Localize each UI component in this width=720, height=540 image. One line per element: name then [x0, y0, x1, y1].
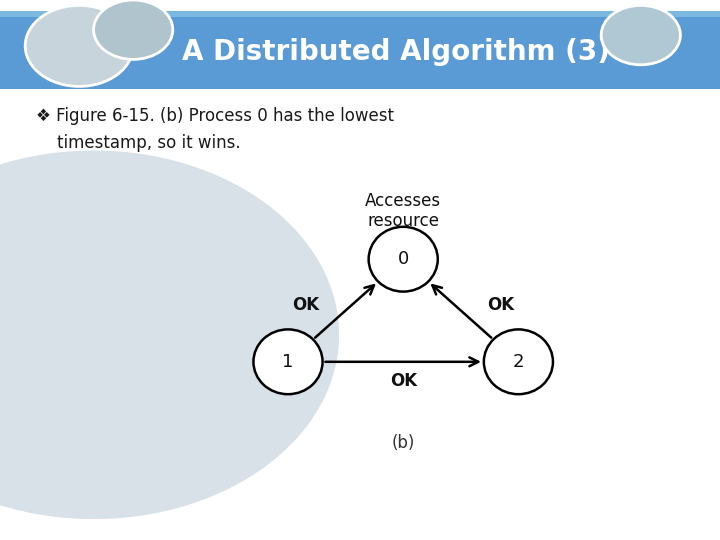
Circle shape: [25, 5, 133, 86]
Text: 1: 1: [282, 353, 294, 371]
FancyBboxPatch shape: [0, 11, 720, 17]
Text: OK: OK: [292, 296, 320, 314]
Text: (b): (b): [392, 434, 415, 452]
Circle shape: [94, 0, 173, 59]
Text: Accesses
resource: Accesses resource: [365, 192, 441, 231]
Text: 2: 2: [513, 353, 524, 371]
Text: OK: OK: [487, 296, 514, 314]
Ellipse shape: [484, 329, 553, 394]
Circle shape: [601, 5, 680, 65]
Text: A Distributed Algorithm (3): A Distributed Algorithm (3): [182, 37, 610, 65]
FancyBboxPatch shape: [0, 11, 720, 89]
Ellipse shape: [369, 227, 438, 292]
Text: 0: 0: [397, 250, 409, 268]
Circle shape: [0, 151, 338, 518]
Ellipse shape: [253, 329, 323, 394]
Text: OK: OK: [390, 372, 417, 390]
Text: ❖ Figure 6-15. (b) Process 0 has the lowest: ❖ Figure 6-15. (b) Process 0 has the low…: [36, 107, 394, 125]
Text: timestamp, so it wins.: timestamp, so it wins.: [36, 134, 240, 152]
